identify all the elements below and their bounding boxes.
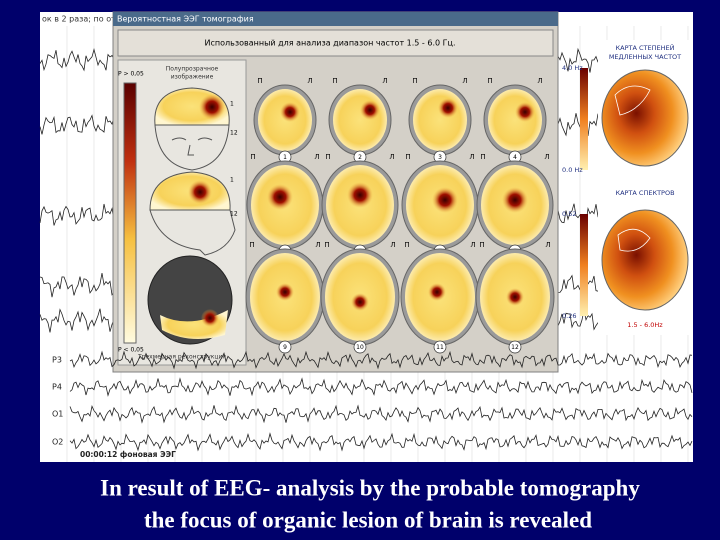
- slow-scale: [580, 68, 588, 170]
- channel-label: P4: [52, 383, 62, 392]
- side-left: П: [404, 241, 409, 249]
- eeg-trace: [69, 350, 693, 370]
- channel-label: O2: [52, 438, 63, 447]
- side-right: Л: [537, 77, 542, 85]
- p-low: P < 0,05: [118, 347, 144, 354]
- caption: the focus of organic lesion of brain is …: [144, 507, 592, 532]
- side-left: П: [332, 77, 337, 85]
- side-left: П: [480, 153, 485, 161]
- focus: [506, 288, 524, 306]
- slow-max: 4.0 Hz: [562, 64, 583, 72]
- slow-title: КАРТА СТЕПЕНЕЙ: [616, 43, 675, 52]
- slice-number: 2: [358, 154, 362, 161]
- translucent-label: Полупрозрачное: [166, 66, 219, 73]
- eeg-status: 00:00:12 фоновая ЭЭГ: [80, 450, 176, 459]
- caption: In result of EEG- analysis by the probab…: [100, 475, 640, 500]
- spectrum-range: 1.5 - 6.0Hz: [627, 321, 663, 329]
- channel-label: O1: [52, 410, 63, 419]
- side-left: П: [479, 241, 484, 249]
- frequency-box: [117, 29, 554, 57]
- slice: [488, 89, 542, 151]
- level-mark: 1: [230, 101, 234, 108]
- title-bar[interactable]: [113, 12, 558, 26]
- side-right: Л: [390, 241, 395, 249]
- focus: [267, 184, 293, 210]
- level-mark: 1: [230, 177, 234, 184]
- slice-number: 9: [283, 344, 287, 351]
- side-right: Л: [314, 153, 319, 161]
- side-right: Л: [382, 77, 387, 85]
- focus: [351, 293, 369, 311]
- side-right: Л: [469, 153, 474, 161]
- slice-number: 11: [436, 344, 444, 351]
- slice-badge: [433, 340, 447, 354]
- slice-number: 10: [356, 344, 364, 351]
- side-right: Л: [545, 241, 550, 249]
- eeg-trace: [69, 404, 693, 424]
- side-right: Л: [470, 241, 475, 249]
- p-high: P > 0,05: [118, 71, 144, 78]
- slice: [333, 89, 387, 151]
- translucent-label: изображение: [171, 74, 214, 81]
- slice-number: 4: [513, 154, 517, 161]
- side-left: П: [487, 77, 492, 85]
- reconstruction-label: Трехмерная реконструкция: [137, 354, 226, 361]
- slice-number: 12: [511, 344, 519, 351]
- spectrum-map: [601, 209, 689, 311]
- frequency-range: Использованный для анализа диапазон част…: [205, 39, 456, 48]
- slow-title: МЕДЛЕННЫХ ЧАСТОТ: [609, 53, 681, 61]
- side-left: П: [257, 77, 262, 85]
- side-left: П: [325, 153, 330, 161]
- spectrum-scale: [580, 214, 588, 316]
- slow-min: 0.0 Hz: [562, 166, 583, 174]
- side-right: Л: [462, 77, 467, 85]
- level-mark: 12: [230, 130, 238, 137]
- focus: [347, 182, 373, 208]
- side-right: Л: [544, 153, 549, 161]
- spectrum-min: 0.26: [562, 312, 576, 320]
- side-right: Л: [307, 77, 312, 85]
- slice-badge: [508, 340, 522, 354]
- window-title: Вероятностная ЭЭГ томография: [117, 15, 254, 24]
- focus: [360, 100, 380, 120]
- slow-map: [601, 69, 689, 167]
- slice: [413, 89, 467, 151]
- slice-number: 3: [438, 154, 442, 161]
- color-bar: [123, 82, 137, 344]
- level-mark: 12: [230, 211, 238, 218]
- slice-number: 1: [283, 154, 287, 161]
- side-right: Л: [315, 241, 320, 249]
- focus: [438, 98, 458, 118]
- eeg-trace: [69, 432, 693, 452]
- background-note: ок в 2 раза; по отв: [42, 15, 121, 24]
- focus: [432, 187, 458, 213]
- eeg-trace: [69, 377, 693, 397]
- focus: [280, 102, 300, 122]
- focus: [428, 283, 446, 301]
- focus: [276, 283, 294, 301]
- focus: [515, 102, 535, 122]
- spectrum-max: 0.52: [562, 210, 576, 218]
- channel-label: P3: [52, 356, 62, 365]
- spectrum-title: КАРТА СПЕКТРОВ: [615, 189, 674, 197]
- side-left: П: [249, 241, 254, 249]
- side-left: П: [250, 153, 255, 161]
- side-left: П: [405, 153, 410, 161]
- slice-badge: [278, 340, 292, 354]
- focus: [502, 187, 528, 213]
- side-left: П: [324, 241, 329, 249]
- side-right: Л: [389, 153, 394, 161]
- slice-badge: [353, 340, 367, 354]
- side-left: П: [412, 77, 417, 85]
